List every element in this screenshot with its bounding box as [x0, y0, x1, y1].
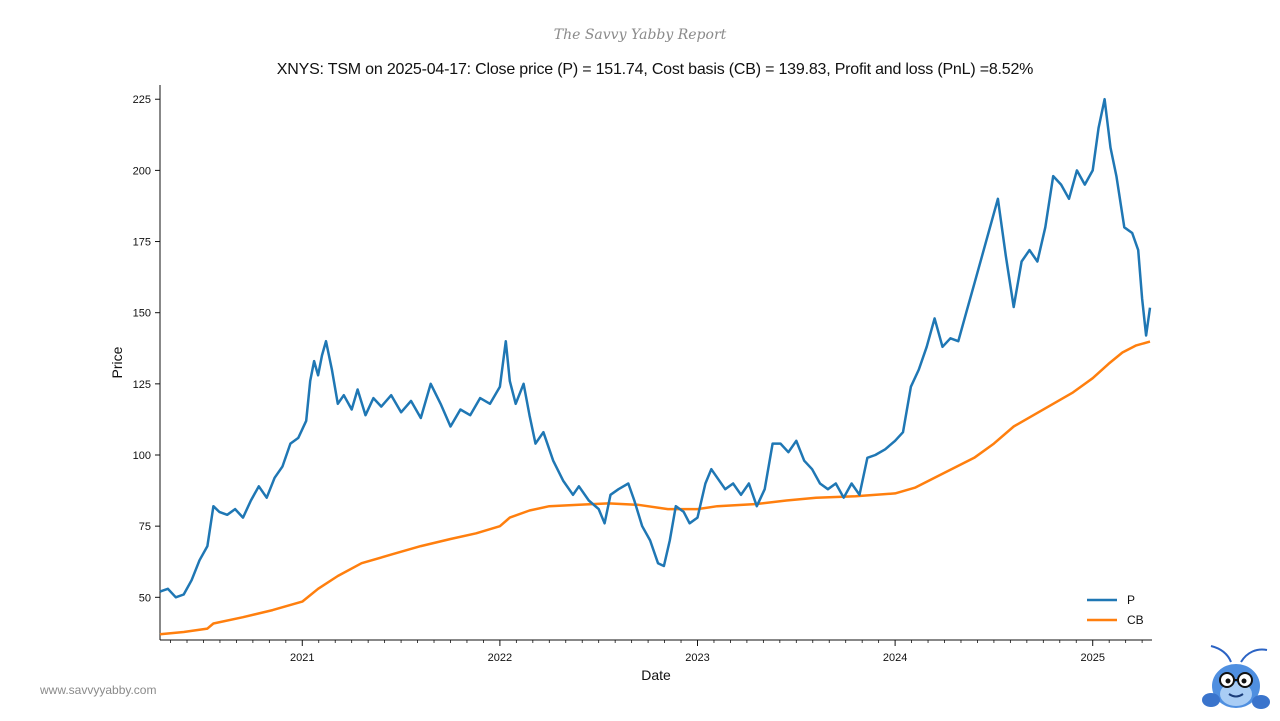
x-tick-label: 2024: [883, 652, 907, 664]
legend-label-cb: CB: [1127, 613, 1144, 627]
website-footer: www.savvyyabby.com: [40, 683, 157, 697]
chart-title: XNYS: TSM on 2025-04-17: Close price (P)…: [276, 61, 1034, 78]
report-header: The Savvy Yabby Report: [553, 27, 727, 43]
series-line-p: [159, 97, 1152, 599]
y-tick-label: 150: [133, 308, 151, 320]
y-tick-label: 175: [133, 237, 151, 249]
x-tick-label: 2025: [1080, 652, 1104, 664]
yabby-mascot-icon: [1201, 644, 1271, 716]
y-tick-label: 75: [139, 521, 151, 533]
y-tick-label: 225: [133, 94, 151, 106]
y-axis-label: Price: [109, 346, 125, 378]
x-axis-label: Date: [641, 667, 671, 683]
x-tick-label: 2021: [290, 652, 314, 664]
x-tick-label: 2023: [685, 652, 709, 664]
y-tick-label: 125: [133, 379, 151, 391]
x-tick-label: 2022: [488, 652, 512, 664]
series-line-cb: [159, 340, 1151, 636]
legend-label-p: P: [1127, 593, 1135, 607]
y-tick-label: 200: [133, 165, 151, 177]
y-tick-label: 100: [133, 450, 151, 462]
y-tick-label: 50: [139, 592, 151, 604]
